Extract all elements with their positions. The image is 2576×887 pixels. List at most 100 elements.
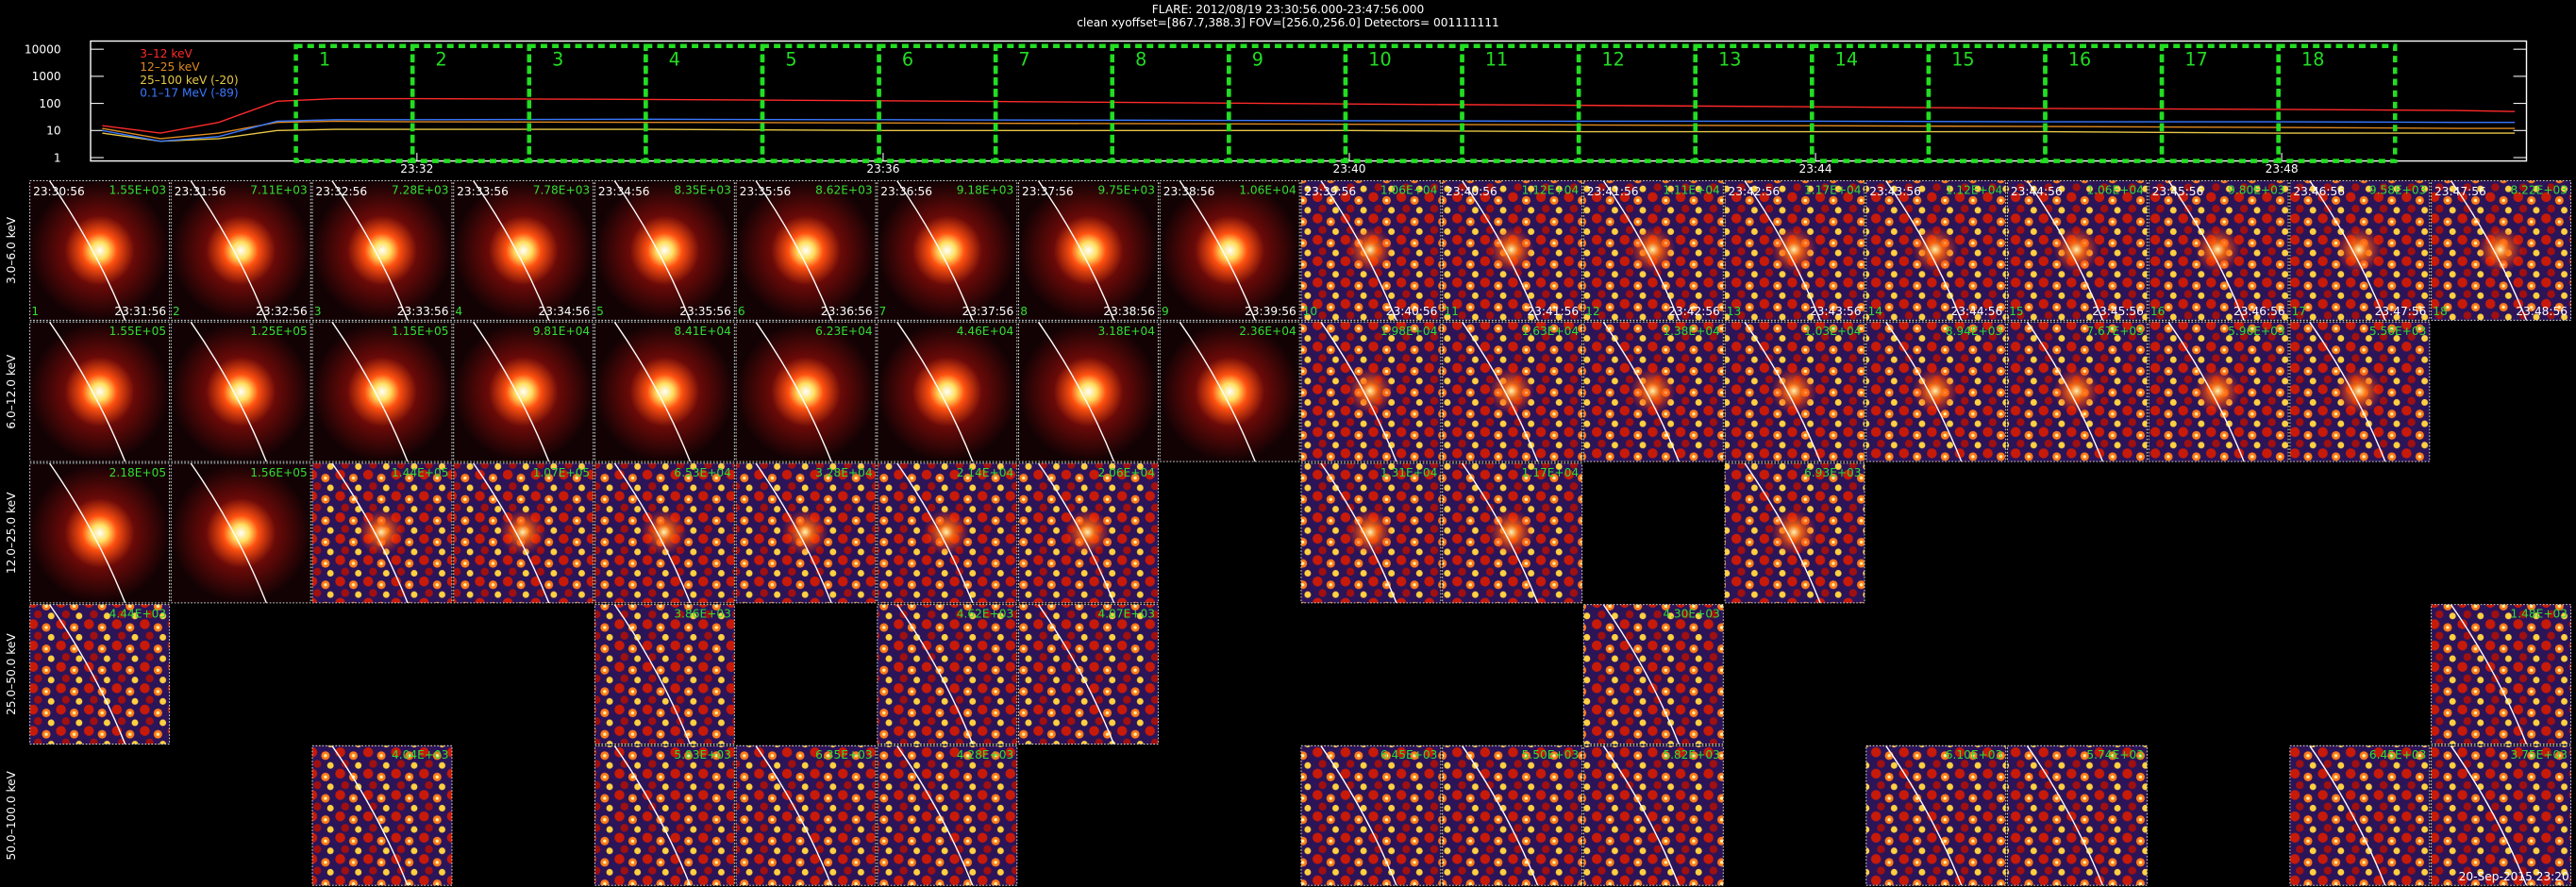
peak-label: 1.44E+05	[392, 466, 448, 479]
image-tile: 6.45E+03	[1300, 745, 1442, 886]
tile-image	[2007, 745, 2148, 886]
peak-label: 1.07E+05	[533, 466, 590, 479]
peak-label: 2.18E+05	[109, 466, 166, 479]
limb-line	[48, 462, 126, 604]
source-glow	[1488, 509, 1535, 556]
end-time: 23:32:56	[256, 305, 308, 318]
source-glow	[1770, 367, 1817, 414]
limb-line	[1602, 745, 1680, 886]
limb-line	[755, 180, 832, 321]
y-tick-label: 10000	[25, 43, 61, 57]
peak-label: 9.81E+04	[533, 325, 591, 338]
interval-box	[760, 43, 881, 163]
image-tile: 1.12E+04 23:43:56 23:44:56 14	[1865, 179, 2007, 321]
tile-image	[312, 745, 452, 886]
y-tick-label: 1000	[32, 70, 61, 83]
image-tile: 1.44E+05	[311, 462, 453, 604]
tile-border	[453, 179, 594, 321]
source-glow	[2194, 367, 2241, 414]
tile-index: 8	[1020, 305, 1028, 318]
tile-image	[877, 322, 1017, 462]
light-curve: 1 10 100 1000 10000 23:32 23:36 23:40 23:44 23:48…	[25, 43, 2527, 176]
peak-label: 4.46E+04	[957, 325, 1014, 338]
tile-border	[594, 179, 735, 321]
start-time: 23:46:56	[2293, 185, 2345, 198]
interval-label: 16	[2068, 49, 2091, 71]
source-glow	[1770, 226, 1817, 273]
peak-label: 1.17E+04	[1804, 183, 1862, 196]
interval-label: 14	[1835, 49, 1858, 71]
tile-index: 15	[2009, 305, 2024, 318]
tile-image	[594, 180, 735, 321]
peak-label: 1.48E+03	[2511, 608, 2568, 621]
limb-line	[2167, 180, 2245, 321]
tile-border	[877, 179, 1018, 321]
limb-line	[473, 180, 550, 321]
tile-image	[1018, 604, 1159, 745]
tile-image	[1160, 180, 1300, 321]
interval-box	[2276, 43, 2398, 163]
source-glow	[1488, 367, 1535, 414]
tile-border	[1724, 321, 1865, 462]
limb-line	[613, 180, 692, 321]
limb-line	[896, 462, 974, 604]
tile-border	[1865, 179, 2007, 321]
image-tile: 2.36E+04	[1159, 321, 1300, 462]
tile-border	[2148, 321, 2289, 462]
image-tile: 2.14E+04	[877, 462, 1018, 604]
peak-label: 1.12E+04	[1522, 183, 1580, 196]
end-time: 23:39:56	[1245, 305, 1296, 318]
peak-label: 1.25E+05	[250, 325, 307, 338]
peak-label: 9.80E+03	[2228, 183, 2284, 196]
x-tick-label: 23:40	[1332, 162, 1365, 176]
image-tile: 5.56E+03	[2289, 321, 2431, 462]
interval-box	[2159, 43, 2281, 163]
limb-line	[1461, 321, 1539, 462]
energy-band-label: 25.0–50.0 keV	[5, 633, 18, 715]
tile-border	[1724, 179, 1865, 321]
series-line	[102, 128, 2516, 142]
image-tile: 1.12E+04 23:40:56 23:41:56 11	[1442, 179, 1583, 321]
peak-label: 1.55E+03	[109, 183, 166, 196]
limb-line	[755, 745, 832, 886]
end-time: 23:42:56	[1668, 305, 1720, 318]
tile-border	[1159, 321, 1300, 462]
image-tile: 8.62E+03 23:35:56 23:36:56 6	[735, 179, 877, 321]
tile-image	[453, 180, 594, 321]
source-glow	[1630, 226, 1676, 273]
interval-box	[1926, 43, 2048, 163]
tile-image	[1018, 322, 1159, 462]
image-tile: 4.44E+03	[29, 604, 171, 745]
image-tile: 9.75E+03 23:37:56 23:38:56 8	[1017, 179, 1160, 321]
energy-band-label: 3.0–6.0 keV	[5, 216, 18, 284]
tile-border	[2289, 179, 2431, 321]
image-tile: 9.81E+04	[453, 321, 594, 462]
image-tile: 9.58E+03 23:46:56 23:47:56 17	[2289, 179, 2431, 321]
tile-border	[1300, 745, 1442, 886]
tile-border	[594, 745, 735, 886]
x-tick-label: 23:44	[1799, 162, 1832, 176]
interval-box	[410, 43, 532, 163]
image-tile: 1.48E+03	[2431, 604, 2572, 745]
end-time: 23:38:56	[1103, 305, 1155, 318]
limb-line	[1602, 604, 1680, 745]
limb-line	[2167, 321, 2245, 462]
image-tile: 1.17E+04 23:42:56 23:43:56 13	[1724, 179, 1865, 321]
limb-line	[1885, 321, 1963, 462]
title: FLARE: 2012/08/19 23:30:56.000-23:47:56.…	[1152, 3, 1424, 16]
image-tile: 5.74E+03	[2006, 745, 2148, 886]
source-glow	[1488, 226, 1535, 273]
peak-label: 7.78E+03	[533, 183, 590, 196]
interval-label: 7	[1019, 49, 1030, 71]
tile-image	[736, 745, 877, 886]
tile-border	[170, 462, 311, 604]
tile-image	[1583, 604, 1724, 745]
tile-image	[29, 322, 170, 462]
peak-label: 1.63E+04	[1522, 325, 1580, 338]
x-tick-label: 23:32	[400, 162, 433, 176]
limb-line	[331, 321, 409, 462]
image-tile: 1.17E+04	[1442, 462, 1583, 604]
peak-label: 2.14E+04	[957, 466, 1014, 479]
tile-image	[736, 322, 877, 462]
